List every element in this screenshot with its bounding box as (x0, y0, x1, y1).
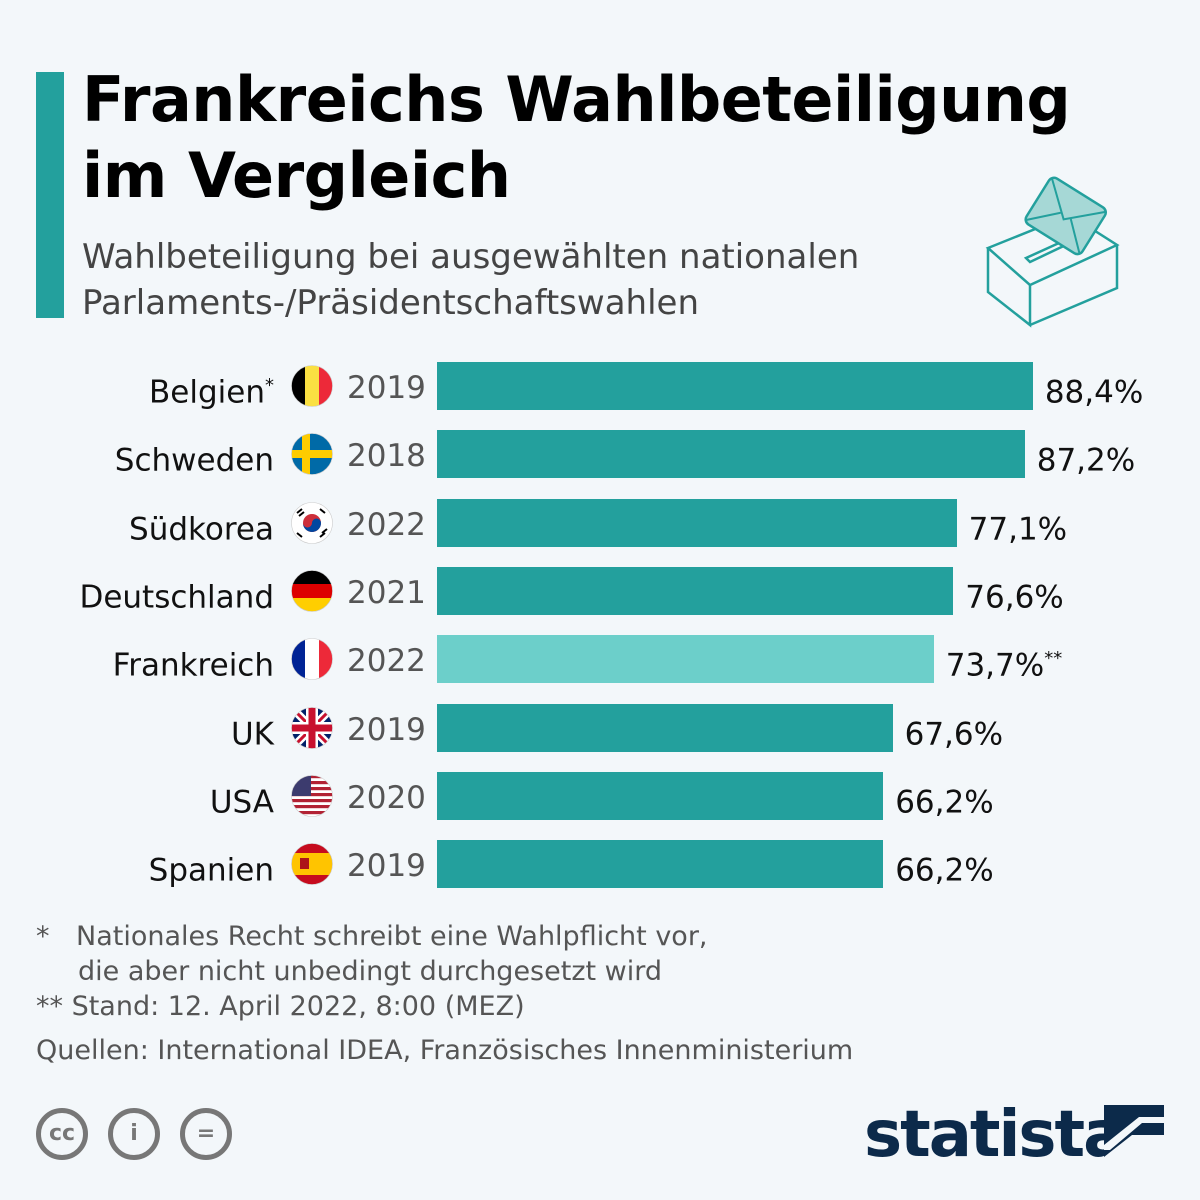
ballot-box-icon (985, 176, 1120, 328)
spain-flag-icon (291, 843, 333, 885)
statista-logo[interactable]: statista (864, 1098, 1126, 1172)
sources: Quellen: International IDEA, Französisch… (36, 1035, 854, 1066)
category-mark: * (265, 375, 274, 396)
value-text: 77,1% (968, 510, 1068, 547)
accent-bar (36, 72, 64, 318)
by-icon[interactable]: i (108, 1108, 160, 1160)
category-label: Deutschland (79, 567, 274, 621)
year-label: 2022 (347, 643, 426, 680)
cc-icon[interactable]: cc (36, 1108, 88, 1160)
subtitle-line-2: Parlaments-/Präsidentschaftswahlen (82, 283, 699, 323)
value-label: 87,2% (1037, 430, 1135, 484)
country-name: Schweden (114, 442, 274, 479)
bar (437, 566, 954, 615)
value-label: 76,6% (965, 567, 1063, 621)
year-label: 2021 (347, 574, 426, 611)
germany-flag-icon (291, 570, 333, 612)
bar-row: USA 2020 66,2% (0, 771, 1200, 820)
brand-text: statista (864, 1098, 1126, 1172)
value-text: 87,2% (1036, 442, 1136, 479)
bar (437, 498, 957, 547)
year-label: 2019 (347, 370, 426, 406)
year-label: 2022 (347, 506, 426, 543)
country-name: Südkorea (129, 510, 274, 547)
footnote-2: ** Stand: 12. April 2022, 8:00 (MEZ) (36, 991, 525, 1022)
category-label: Südkorea (129, 499, 274, 553)
year-label: 2019 (347, 848, 426, 885)
statista-logo-mark-icon (1104, 1105, 1164, 1163)
footnote-1: * Nationales Recht schreibt eine Wahlpfli… (36, 920, 708, 954)
france-flag-icon (291, 638, 333, 680)
uk-flag-icon (291, 706, 333, 749)
country-name: Frankreich (112, 647, 274, 684)
value-label: 88,4% (1045, 362, 1143, 416)
footnote-mark: * (36, 921, 50, 952)
value-label: 67,6% (905, 704, 1003, 758)
nd-icon[interactable]: = (180, 1108, 232, 1160)
category-label: USA (210, 772, 274, 826)
bar (437, 771, 884, 820)
footnote-1-line-2: die aber nicht unbedingt durchgesetzt wi… (78, 956, 663, 987)
country-name: UK (230, 715, 274, 752)
page-title: Frankreichs Wahlbeteiligung im Vergleich (82, 62, 1071, 214)
south-korea-flag-icon (291, 501, 333, 544)
value-label: 77,1% (969, 499, 1067, 553)
bar-row: Belgien* 2019 88,4% (0, 362, 1200, 410)
year-label: 2020 (347, 779, 426, 816)
country-name: Deutschland (79, 579, 274, 616)
year-label: 2019 (347, 711, 426, 748)
category-label: Belgien* (149, 362, 274, 416)
footnote-1-line-1: Nationales Recht schreibt eine Wahlpflic… (76, 921, 708, 952)
bar (437, 703, 893, 752)
title-line-1: Frankreichs Wahlbeteiligung (82, 63, 1071, 136)
bar (437, 362, 1033, 410)
value-label: 66,2% (895, 840, 993, 894)
value-text: 66,2% (895, 784, 994, 821)
usa-flag-icon (291, 774, 333, 817)
category-label: Spanien (149, 840, 274, 894)
category-label: UK (231, 704, 274, 758)
category-label: Schweden (115, 430, 274, 484)
bar (437, 430, 1025, 479)
value-text: 88,4% (1044, 374, 1144, 411)
bar-row: UK 2019 67,6% (0, 703, 1200, 752)
category-label: Frankreich (113, 635, 274, 689)
country-name: Belgien (149, 374, 265, 411)
bar-row: Schweden 2018 87,2% (0, 430, 1200, 479)
subtitle: Wahlbeteiligung bei ausgewählten nationa… (82, 234, 859, 326)
bar-row: Spanien 2019 66,2% (0, 840, 1200, 888)
value-label: 73,7%** (946, 635, 1062, 689)
subtitle-line-1: Wahlbeteiligung bei ausgewählten nationa… (82, 237, 860, 277)
bar-row: Südkorea 2022 77,1% (0, 498, 1200, 547)
value-text: 67,6% (904, 715, 1004, 752)
belgium-flag-icon (291, 365, 333, 407)
bar (437, 635, 934, 684)
bar-row: Frankreich 2022 73,7%** (0, 635, 1200, 684)
country-name: Spanien (148, 852, 274, 889)
value-text: 66,2% (895, 852, 994, 889)
country-name: USA (209, 784, 274, 821)
bar-row: Deutschland 2021 76,6% (0, 566, 1200, 615)
title-line-2: im Vergleich (82, 139, 511, 212)
sweden-flag-icon (291, 433, 333, 476)
value-text: 73,7% (945, 647, 1045, 684)
year-label: 2018 (347, 438, 426, 475)
value-text: 76,6% (965, 579, 1064, 616)
value-mark: ** (1044, 648, 1063, 670)
bar (437, 840, 884, 889)
value-label: 66,2% (895, 772, 993, 826)
